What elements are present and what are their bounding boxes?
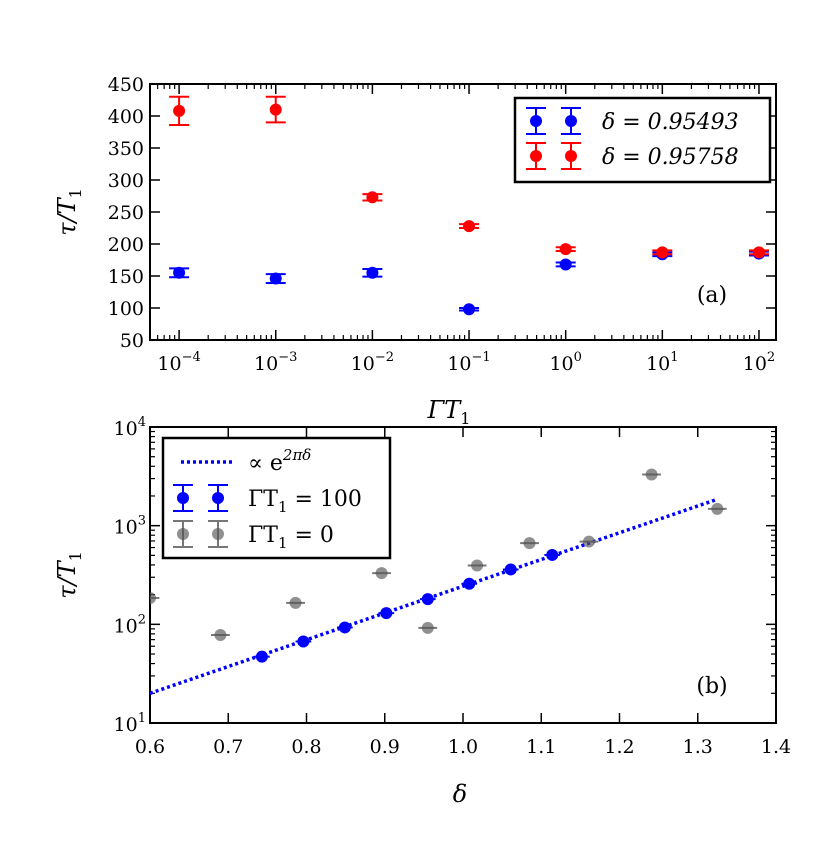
x-tick-label: 0.8 — [291, 736, 321, 758]
y-axis-label: τ/T1 — [53, 188, 85, 236]
x-tick-label: 0.6 — [135, 736, 165, 758]
data-point-series-1 — [297, 635, 310, 648]
data-point-series-2 — [711, 502, 724, 515]
y-tick-label: 350 — [108, 138, 144, 160]
legend-marker — [530, 150, 542, 162]
legend-label-series-2: δ = 0.95758 — [602, 145, 739, 170]
data-point-series-1 — [173, 266, 186, 279]
panel-label-a: (a) — [697, 283, 727, 308]
legend-marker — [565, 115, 577, 127]
data-layer-b — [150, 468, 727, 695]
data-point-series-1 — [559, 258, 572, 271]
legend-marker — [565, 150, 577, 162]
legend-frame — [161, 436, 392, 560]
data-point-series-2 — [214, 628, 227, 641]
y-tick-label: 300 — [108, 170, 144, 192]
legend-label-series-1: δ = 0.95493 — [602, 110, 739, 135]
data-point-series-2 — [150, 591, 156, 604]
data-point-series-2 — [421, 621, 434, 634]
x-tick-label: 1.4 — [761, 736, 791, 758]
data-point-series-2 — [471, 559, 484, 572]
legend-frame — [513, 96, 772, 184]
data-point-series-1 — [421, 593, 434, 606]
legend-marker — [212, 528, 224, 540]
data-point-series-1 — [366, 266, 379, 279]
x-tick-label: 10−2 — [351, 350, 394, 375]
x-tick-label: 102 — [743, 350, 775, 375]
data-point-series-1 — [504, 563, 517, 576]
x-axis-label: ΓT1 — [427, 396, 471, 428]
data-point-series-2 — [645, 468, 658, 481]
legend-marker — [212, 492, 224, 504]
y-tick-label: 250 — [108, 202, 144, 224]
y-tick-label: 100 — [108, 298, 144, 320]
data-point-series-2 — [582, 535, 595, 548]
x-tick-label: 1.1 — [526, 736, 556, 758]
legend-label-series-1: ΓT1 = 100 — [248, 487, 362, 516]
legend-b: ∝ e2πδ ΓT1 = 100 ΓT1 = 0 — [161, 436, 392, 560]
legend-marker — [177, 528, 189, 540]
y-tick-label: 102 — [114, 612, 146, 637]
data-point-series-1 — [255, 650, 268, 663]
fit-line — [150, 497, 718, 695]
panel-label-b: (b) — [696, 674, 727, 699]
y-tick-label: 50 — [120, 330, 144, 352]
x-tick-label: 100 — [549, 350, 581, 375]
y-tick-label: 400 — [108, 106, 144, 128]
legend-label-fit: ∝ e2πδ — [248, 446, 311, 476]
data-point-series-2 — [752, 246, 765, 259]
x-tick-label: 1.0 — [448, 736, 478, 758]
data-point-series-1 — [463, 577, 476, 590]
data-point-series-2 — [173, 104, 186, 117]
x-tick-label: 101 — [646, 350, 678, 375]
data-point-series-2 — [656, 246, 669, 259]
data-point-series-2 — [366, 191, 379, 204]
data-point-series-2 — [463, 220, 476, 233]
data-point-series-2 — [269, 103, 282, 116]
data-point-series-2 — [289, 596, 302, 609]
x-tick-label: 10−3 — [254, 350, 297, 375]
y-tick-label: 150 — [108, 266, 144, 288]
y-tick-label: 104 — [114, 415, 146, 440]
data-point-series-1 — [380, 607, 393, 620]
x-tick-label: 0.7 — [213, 736, 243, 758]
y-tick-label: 450 — [108, 74, 144, 96]
legend-marker — [530, 115, 542, 127]
data-point-series-1 — [546, 548, 559, 561]
x-tick-label: 1.2 — [604, 736, 634, 758]
legend-marker — [177, 492, 189, 504]
y-axis-label: τ/T1 — [53, 551, 85, 599]
x-tick-label: 10−4 — [157, 350, 200, 375]
data-point-series-1 — [463, 303, 476, 316]
x-tick-label: 1.3 — [683, 736, 713, 758]
y-tick-label: 200 — [108, 234, 144, 256]
data-point-series-2 — [559, 243, 572, 256]
legend-label-series-2: ΓT1 = 0 — [248, 523, 334, 552]
legend-a: δ = 0.95493 δ = 0.95758 — [513, 96, 772, 184]
data-point-series-1 — [338, 621, 351, 634]
data-point-series-2 — [375, 567, 388, 580]
x-axis-label: δ — [453, 780, 467, 808]
y-tick-label: 103 — [114, 514, 146, 539]
panel-b: 0.6 0.7 0.8 0.9 1.0 1.1 1.2 1.3 1.4 101 102 103 104 δ… — [53, 415, 791, 808]
x-tick-label: 10−1 — [447, 350, 490, 375]
data-point-series-2 — [523, 537, 536, 550]
x-tick-label: 0.9 — [370, 736, 400, 758]
data-point-series-1 — [269, 272, 282, 285]
y-tick-label: 101 — [114, 711, 146, 736]
panel-a: 10−4 10−3 10−2 10−1 100 101 102 50 100 150 200 250 3… — [53, 74, 777, 428]
